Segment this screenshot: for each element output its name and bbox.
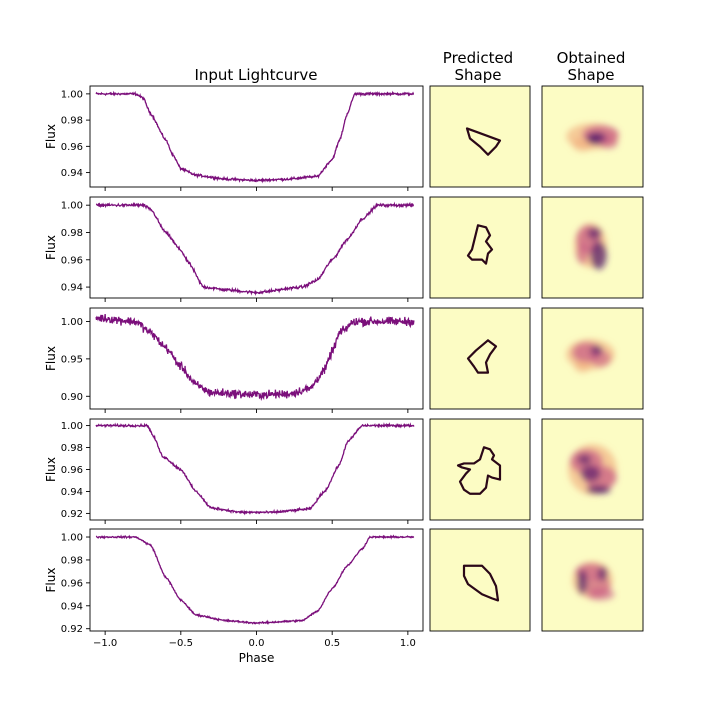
ytick-label: 0.90	[61, 392, 83, 403]
predicted-shape-outline-4	[458, 447, 500, 493]
ytick-label: 0.94	[61, 487, 83, 498]
ylabel-flux: Flux	[44, 124, 58, 149]
title-predicted-line1: Predicted	[443, 49, 513, 67]
obtained-shape-frame-5	[541, 528, 644, 632]
predicted-shape-outline-1	[467, 128, 500, 154]
obtained-shape-frame-2	[541, 196, 644, 299]
lightcurve-line-1	[95, 90, 415, 184]
xlabel-phase: Phase	[239, 651, 275, 665]
lightcurve-axes-1	[89, 85, 424, 188]
predicted-shape-outline-5	[464, 566, 498, 601]
predicted-shape-outline-3	[468, 340, 496, 372]
xtick-label: −1.0	[93, 638, 117, 649]
ytick-label: 0.92	[61, 509, 83, 520]
xtick-label: 0.0	[249, 638, 265, 649]
title-obtained-line2: Shape	[568, 66, 615, 84]
lightcurve-axes-4	[89, 418, 424, 521]
obtained-shape-blob-4	[568, 444, 617, 495]
title-predicted-line2: Shape	[455, 66, 502, 84]
predicted-shape-outline-2	[468, 225, 492, 263]
ytick-label: 1.00	[61, 421, 83, 432]
ytick-label: 0.98	[61, 555, 83, 566]
ylabel-flux: Flux	[44, 457, 58, 482]
xtick-label: 0.5	[324, 638, 340, 649]
lightcurve-axes-2	[89, 196, 424, 299]
title-input-lightcurve: Input Lightcurve	[194, 66, 317, 84]
predicted-shape-panel-2	[429, 196, 531, 299]
ytick-label: 0.96	[61, 255, 83, 266]
lightcurve-line-3	[95, 314, 415, 401]
xtick-label: 1.0	[400, 638, 416, 649]
lightcurve-line-4	[95, 422, 415, 516]
obtained-shape-blob-2	[574, 223, 607, 270]
ytick-label: 1.00	[61, 317, 83, 328]
ytick-label: 0.96	[61, 578, 83, 589]
ytick-label: 0.94	[61, 168, 83, 179]
lightcurve-line-5	[95, 534, 415, 626]
obtained-shape-blob-5	[572, 561, 615, 601]
ylabel-flux: Flux	[44, 568, 58, 593]
ylabel-flux: Flux	[44, 235, 58, 260]
ylabel-flux: Flux	[44, 346, 58, 371]
predicted-shape-panel-4	[429, 418, 531, 521]
ytick-label: 0.98	[61, 116, 83, 127]
predicted-shape-panel-5	[429, 528, 531, 632]
lightcurve-axes-5	[89, 528, 424, 632]
panel-row-1: 1.00 0.98 0.96 0.94 Flux	[44, 85, 644, 191]
panel-row-3: 1.00 0.95 0.90 Flux	[44, 307, 644, 413]
xtick-label: −0.5	[169, 638, 193, 649]
panel-row-5: 1.00 0.98 0.96 0.94 0.92 Flux −1.0 −0.5 0.0 0.5 1.…	[44, 528, 644, 665]
obtained-shape-frame-4	[541, 418, 644, 521]
obtained-shape-frame-1	[541, 85, 644, 188]
panel-row-2: 1.00 0.98 0.96 0.94 Flux	[44, 196, 644, 302]
title-obtained-line1: Obtained	[557, 49, 626, 67]
ytick-label: 0.94	[61, 283, 83, 294]
obtained-shape-blob-3	[566, 339, 615, 373]
ytick-label: 1.00	[61, 201, 83, 212]
ytick-label: 0.96	[61, 465, 83, 476]
predicted-shape-panel-3	[429, 307, 531, 410]
ytick-label: 1.00	[61, 533, 83, 544]
ytick-label: 1.00	[61, 89, 83, 100]
ytick-label: 0.92	[61, 624, 83, 635]
ytick-label: 0.98	[61, 228, 83, 239]
ytick-label: 0.94	[61, 601, 83, 612]
ytick-label: 0.96	[61, 142, 83, 153]
ytick-label: 0.98	[61, 443, 83, 454]
predicted-shape-panel-1	[429, 85, 531, 188]
panel-row-4: 1.00 0.98 0.96 0.94 0.92 Flux	[44, 418, 644, 524]
lightcurve-line-2	[95, 201, 415, 297]
panels-group: 1.000.980.960.94Flux1.000.980.960.94Flux…	[44, 85, 644, 665]
obtained-shape-blob-1	[566, 123, 619, 152]
ytick-label: 0.95	[61, 354, 83, 365]
obtained-shape-frame-3	[541, 307, 644, 410]
